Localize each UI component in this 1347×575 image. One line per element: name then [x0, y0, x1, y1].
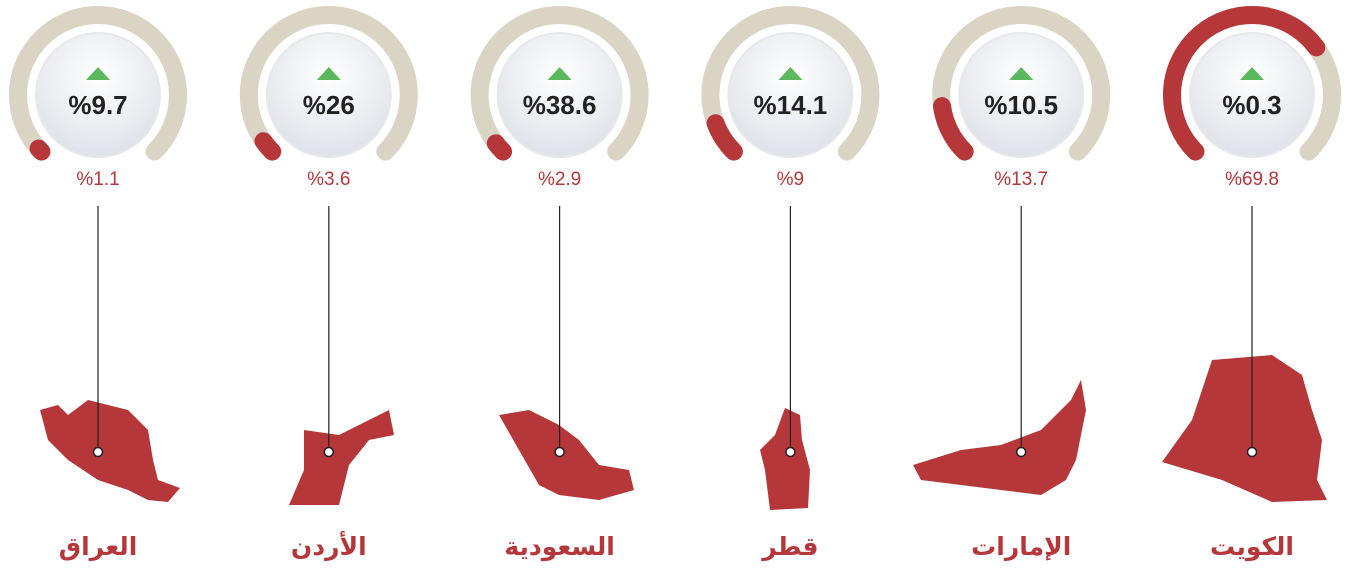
up-arrow: [1240, 67, 1264, 80]
gauge-track: [239, 6, 418, 161]
growth-label: %0.3: [1222, 90, 1281, 120]
gauge-center: [1189, 32, 1315, 158]
growth-label: %9.7: [68, 90, 127, 120]
growth-label: %38.6: [523, 90, 597, 120]
share-label: %13.7: [994, 169, 1048, 190]
country-name: الكويت: [1210, 532, 1294, 562]
map-jordan: [289, 410, 394, 505]
gauge-center: [727, 32, 854, 158]
map-qatar: [760, 408, 810, 510]
gauge-value: [486, 134, 513, 161]
country-name: الإمارات: [971, 532, 1071, 561]
map-kuwait: [1162, 355, 1327, 502]
connector-dot: [554, 446, 565, 458]
up-arrow: [1009, 67, 1034, 80]
up-arrow: [547, 67, 572, 80]
connector-dot: [1015, 446, 1027, 458]
map-saudi: [499, 410, 634, 500]
country-name: الأردن: [291, 531, 367, 561]
growth-label: %14.1: [754, 90, 828, 120]
gauge-center: [35, 32, 161, 158]
gauge-value: [932, 97, 974, 161]
gauge-center: [265, 32, 392, 158]
gauge-track: [701, 6, 880, 161]
gauge-center: [958, 32, 1085, 158]
maps: [40, 355, 1327, 510]
up-arrow: [778, 67, 803, 80]
gauge-value: [29, 139, 51, 161]
connector-dot: [92, 446, 104, 458]
growth-label: %10.5: [984, 90, 1058, 120]
country-name: السعودية: [504, 532, 615, 562]
country-name: العراق: [59, 532, 138, 562]
share-label: %3.6: [307, 169, 350, 190]
gauge-track: [470, 6, 649, 161]
map-iraq: [40, 400, 180, 502]
up-arrow: [86, 67, 110, 80]
share-label: %9: [777, 169, 804, 190]
up-arrow: [316, 67, 341, 80]
share-label: %1.1: [76, 169, 119, 190]
country-name: قطر: [760, 532, 818, 562]
connector-dot: [785, 446, 796, 458]
connector-dot: [1246, 446, 1258, 458]
map-uae: [913, 380, 1086, 495]
gauge-value: [1163, 6, 1326, 161]
gauge-value: [706, 114, 743, 161]
share-label: %2.9: [538, 169, 581, 190]
gauge-track: [9, 6, 187, 161]
gauge-value: [254, 132, 282, 161]
connector-dot: [323, 446, 335, 458]
share-label: %69.8: [1225, 169, 1279, 190]
gauge-center: [496, 32, 623, 158]
growth-label: %26: [303, 90, 355, 120]
